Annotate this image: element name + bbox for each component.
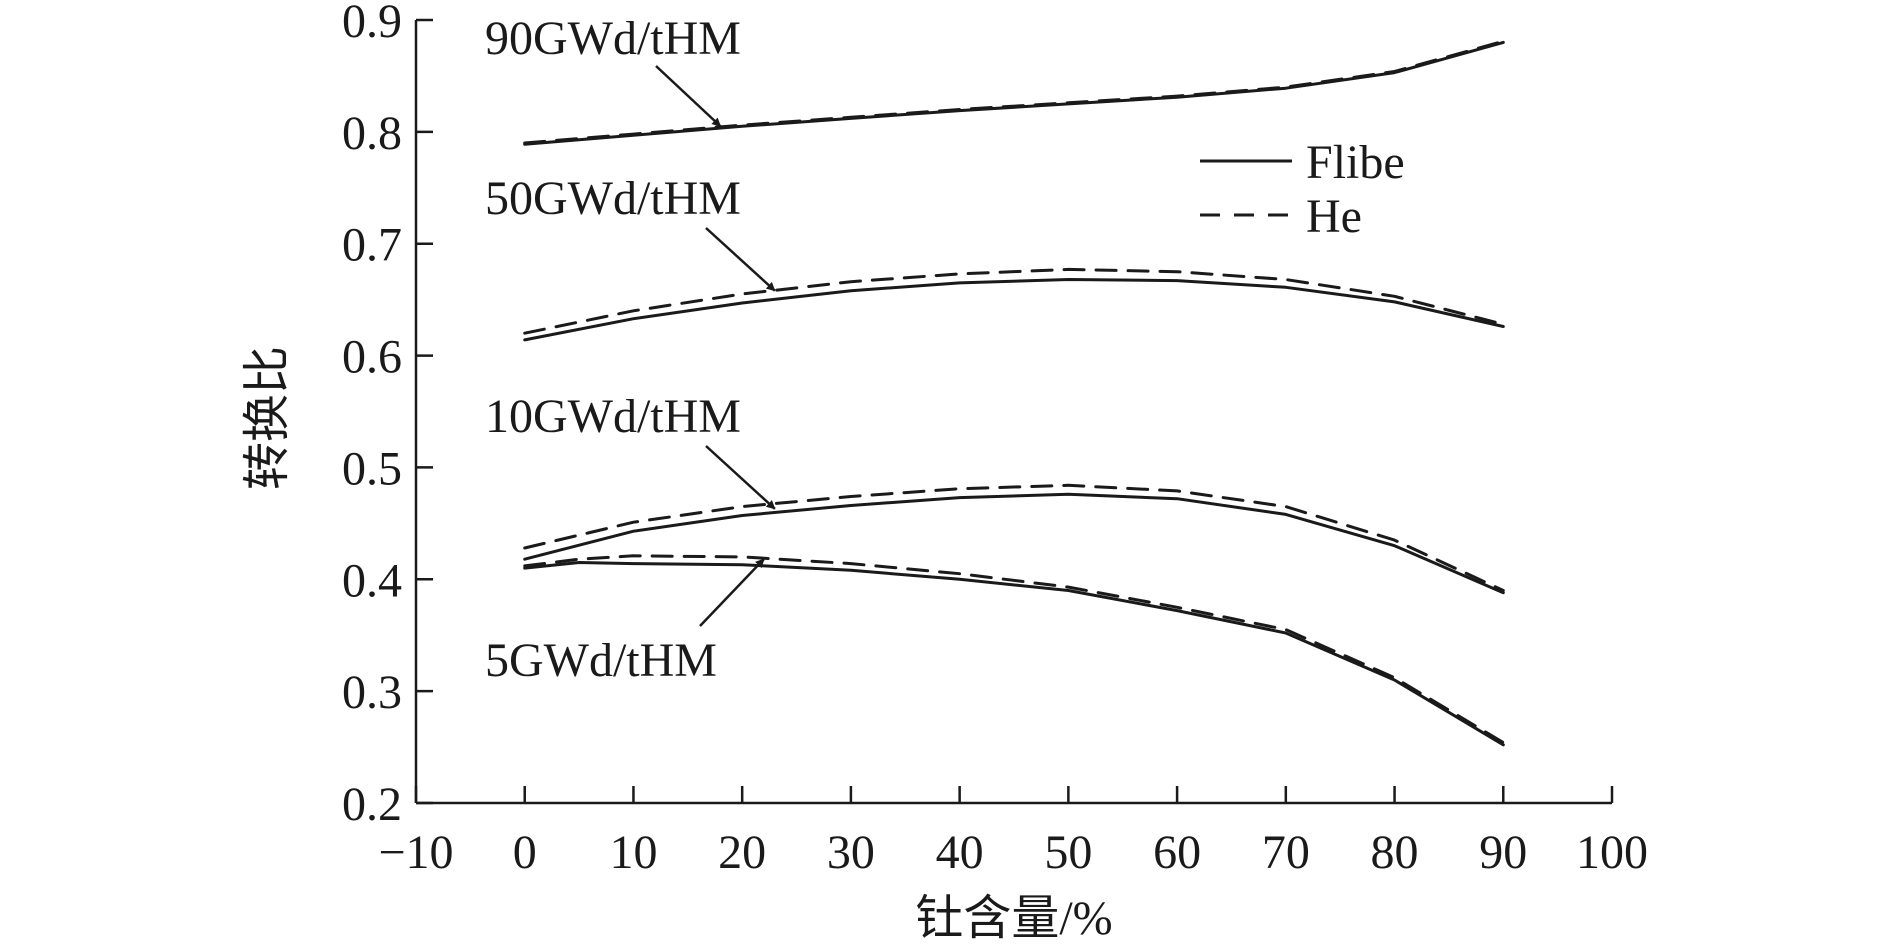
- x-tick-label: 90: [1479, 826, 1527, 879]
- y-tick-label: 0.8: [342, 107, 402, 160]
- x-tick-label: 40: [936, 826, 984, 879]
- series-layer: [523, 39, 1505, 747]
- y-tick-label: 0.6: [342, 331, 402, 384]
- x-axis-ticks: −10 0 10 20 30 40 50 60 70 80 90 100: [378, 786, 1648, 879]
- x-tick-label: 50: [1044, 826, 1092, 879]
- x-tick-label: 70: [1262, 826, 1310, 879]
- y-axis-title: 转换比: [241, 346, 294, 490]
- plot-area: −10 0 10 20 30 40 50 60 70 80 90 100 0.20.30.40.50.…: [342, 0, 1648, 879]
- legend-label-flibe: Flibe: [1306, 136, 1405, 189]
- y-axis-ticks: 0.2 0.3 0.4 0.5 0.6 0.7 0.8 0.9: [342, 0, 433, 831]
- series-line-50gwd-thm-he: [523, 267, 1505, 335]
- annotation-arrow-90gwd-thm: [655, 65, 722, 128]
- x-tick-label: 0: [513, 826, 537, 879]
- x-tick-label: 80: [1371, 826, 1419, 879]
- series-line-5gwd-thm-flibe: [523, 561, 1505, 747]
- x-tick-label: 60: [1153, 826, 1201, 879]
- y-tick-label: 0.5: [342, 442, 402, 495]
- legend-label-he: He: [1306, 190, 1362, 243]
- y-tick-label: 0.7: [342, 219, 402, 272]
- annotation-arrow-50gwd-thm: [705, 227, 776, 292]
- y-tick-label: 0.2: [342, 778, 402, 831]
- series-line-10gwd-thm-he: [523, 483, 1505, 592]
- annotation-arrow-5gwd-thm: [699, 558, 765, 627]
- x-axis-title: 钍含量/%: [915, 892, 1112, 944]
- annotation-label-10gwd-thm: 10GWd/tHM: [485, 390, 741, 443]
- x-tick-label: 30: [827, 826, 875, 879]
- annotation-label-50gwd-thm: 50GWd/tHM: [485, 172, 741, 225]
- y-tick-label: 0.3: [342, 666, 402, 719]
- annotation-arrow-10gwd-thm: [705, 445, 776, 510]
- series-line-10gwd-thm-flibe: [523, 492, 1505, 595]
- annotation-layer: 90GWd/tHM 50GWd/tHM 10GWd/tHM 5GWd/tHM: [485, 12, 776, 687]
- x-tick-label: 20: [718, 826, 766, 879]
- x-tick-label: 10: [609, 826, 657, 879]
- legend: Flibe He: [1200, 136, 1405, 243]
- x-tick-label: −10: [378, 826, 453, 879]
- x-tick-label: 100: [1576, 826, 1648, 879]
- annotation-label-90gwd-thm: 90GWd/tHM: [485, 12, 741, 65]
- annotation-label-5gwd-thm: 5GWd/tHM: [485, 634, 717, 687]
- series-line-5gwd-thm-he: [523, 554, 1505, 745]
- y-tick-label: 0.4: [342, 554, 402, 607]
- series-line-90gwd-thm-he: [523, 39, 1505, 145]
- series-line-50gwd-thm-flibe: [523, 278, 1505, 342]
- y-tick-label: 0.9: [342, 0, 402, 48]
